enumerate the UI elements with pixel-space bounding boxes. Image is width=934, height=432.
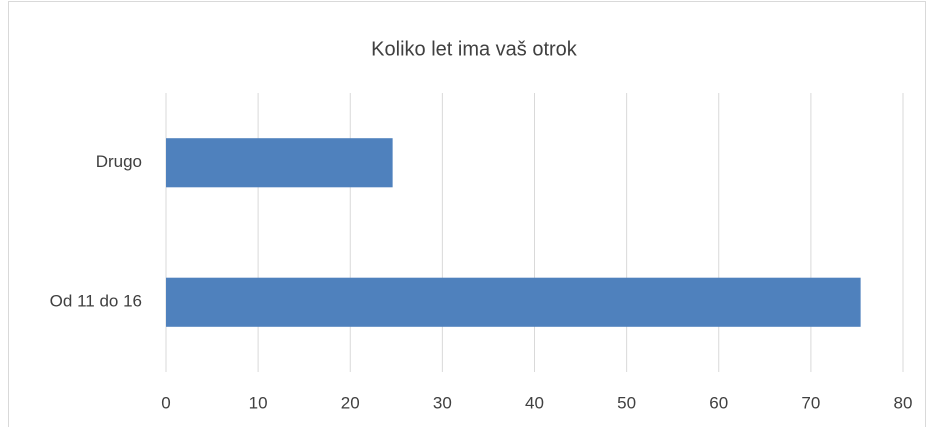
x-tick-label: 60 [709, 393, 728, 412]
x-tick-label: 80 [894, 393, 913, 412]
bar [166, 138, 393, 188]
x-tick-label: 40 [525, 393, 544, 412]
x-tick-label: 50 [617, 393, 636, 412]
chart-frame [8, 1, 926, 432]
bar [166, 277, 861, 327]
x-tick-label: 0 [161, 393, 170, 412]
y-tick-label: Drugo [96, 152, 142, 171]
y-tick-label: Od 11 do 16 [50, 292, 142, 311]
x-tick-label: 10 [249, 393, 268, 412]
x-tick-label: 70 [801, 393, 820, 412]
x-tick-label: 30 [433, 393, 452, 412]
chart-title: Koliko let ima vaš otrok [371, 38, 578, 60]
x-tick-label: 20 [341, 393, 360, 412]
